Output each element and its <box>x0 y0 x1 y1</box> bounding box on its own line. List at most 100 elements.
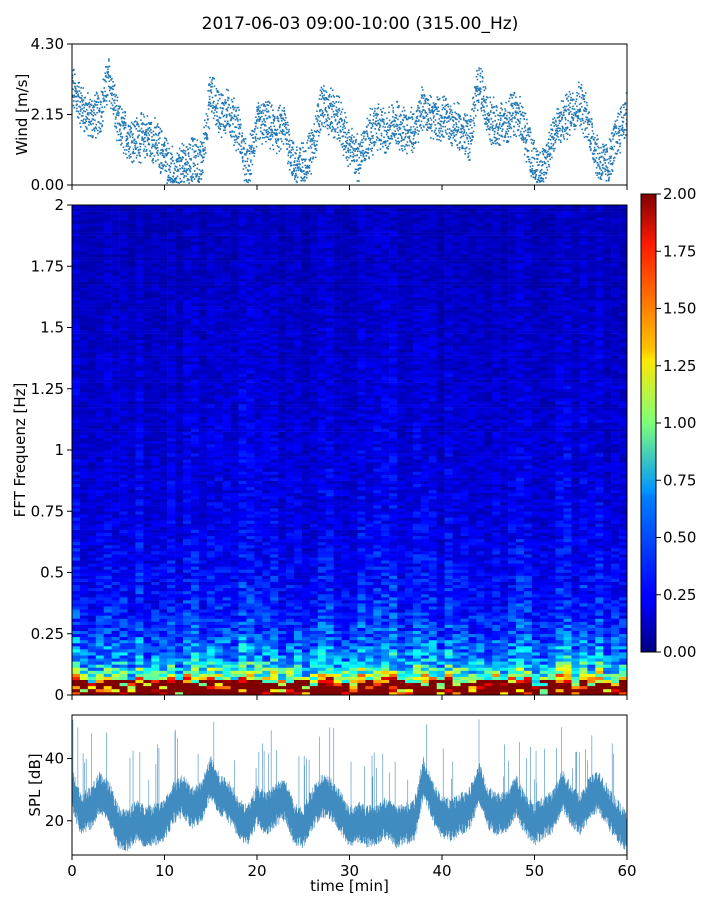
heatmap-cell <box>325 664 334 668</box>
wind-point <box>387 137 390 140</box>
wind-point <box>294 176 297 179</box>
wind-point <box>384 126 386 128</box>
wind-point <box>517 104 520 107</box>
heatmap-cell <box>79 642 89 647</box>
wind-point <box>501 114 503 117</box>
wind-point <box>347 129 350 131</box>
wind-point <box>287 152 290 154</box>
heatmap-cell <box>167 664 176 668</box>
heatmap-cell <box>412 685 422 690</box>
heatmap-cell <box>79 661 89 665</box>
wind-point <box>344 131 347 134</box>
wind-point <box>139 145 142 148</box>
wind-point <box>328 125 331 128</box>
wind-point <box>498 134 501 136</box>
wind-point <box>345 157 348 159</box>
wind-point <box>458 142 461 145</box>
wind-point <box>442 107 445 109</box>
wind-point <box>616 150 619 152</box>
heatmap-cell <box>230 676 239 680</box>
heatmap-cell <box>397 667 406 671</box>
wind-point <box>466 125 469 128</box>
heatmap-cell <box>254 649 263 653</box>
wind-point <box>367 124 370 126</box>
heatmap-cell <box>151 661 160 665</box>
heatmap-cell <box>222 673 231 677</box>
wind-point <box>282 117 284 119</box>
wind-point <box>333 96 336 98</box>
wind-point <box>275 129 278 132</box>
wind-point <box>130 156 132 158</box>
wind-point <box>587 119 590 121</box>
wind-point <box>345 133 348 136</box>
wind-point <box>512 107 515 110</box>
wind-point <box>76 103 78 106</box>
wind-point <box>282 122 285 125</box>
wind-point <box>313 123 315 125</box>
heatmap-cell <box>444 664 453 668</box>
wind-point <box>426 121 428 124</box>
wind-point <box>506 125 509 127</box>
wind-point <box>317 122 320 125</box>
wind-point <box>263 117 265 120</box>
wind-point <box>113 85 115 88</box>
wind-point <box>151 143 154 146</box>
wind-point <box>384 112 386 114</box>
wind-point <box>531 156 533 159</box>
wind-point <box>104 72 107 74</box>
wind-point <box>286 148 289 150</box>
wind-point <box>541 161 544 163</box>
wind-point <box>220 136 223 139</box>
wind-point <box>165 139 168 142</box>
heatmap-cell <box>333 655 342 659</box>
heatmap-cell <box>381 679 390 684</box>
wind-point <box>275 152 278 155</box>
wind-point <box>89 103 92 106</box>
wind-point <box>115 114 118 116</box>
wind-point <box>361 159 363 162</box>
wind-point <box>122 111 124 114</box>
wind-point <box>246 180 248 183</box>
wind-point <box>252 149 255 151</box>
wind-point <box>156 123 159 125</box>
wind-point <box>312 157 314 160</box>
wind-point <box>572 117 575 119</box>
wind-point <box>323 85 325 87</box>
wind-point <box>456 129 458 132</box>
heatmap-cell <box>246 661 255 665</box>
wind-point <box>555 130 557 132</box>
wind-point <box>261 115 263 118</box>
wind-point <box>493 112 495 115</box>
wind-point <box>347 147 350 150</box>
wind-point <box>436 110 439 113</box>
wind-point <box>319 89 322 92</box>
wind-point <box>521 106 524 109</box>
wind-point <box>428 109 431 111</box>
heatmap-cell <box>72 691 81 696</box>
heatmap-cell <box>484 667 493 671</box>
heatmap-cell <box>317 639 327 644</box>
heatmap-cell <box>190 676 200 680</box>
figure-title: 2017-06-03 09:00-10:00 (315.00_Hz) <box>201 14 519 34</box>
wind-point <box>279 125 281 128</box>
wind-point <box>481 80 484 83</box>
heatmap-cell <box>460 639 469 644</box>
wind-point <box>113 107 116 109</box>
wind-point <box>429 117 432 120</box>
heatmap-cell <box>405 682 414 687</box>
heatmap-cell <box>294 679 303 684</box>
wind-point <box>136 146 139 149</box>
wind-point <box>124 114 127 117</box>
wind-point <box>225 108 227 111</box>
wind-point <box>342 123 344 126</box>
wind-point <box>617 112 620 115</box>
heatmap-cell <box>79 682 89 687</box>
wind-point <box>593 161 596 163</box>
wind-point <box>563 138 566 140</box>
wind-point <box>480 68 482 70</box>
wind-point <box>393 119 396 121</box>
wind-point <box>390 122 392 124</box>
heatmap-cell <box>238 658 247 662</box>
wind-point <box>450 113 453 116</box>
wind-point <box>164 148 167 151</box>
